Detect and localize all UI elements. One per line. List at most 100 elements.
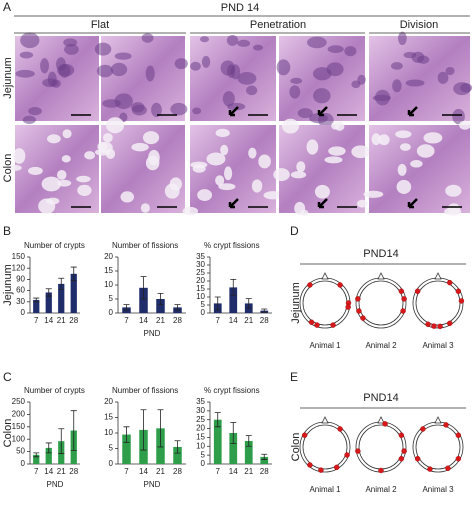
bar — [213, 419, 222, 464]
animal-label: Animal 2 — [365, 485, 397, 494]
cell — [105, 117, 125, 134]
bar — [45, 292, 52, 313]
cell — [102, 133, 113, 143]
fission-site — [308, 319, 315, 325]
orientation-mark — [321, 416, 329, 424]
y-tick-label: 100 — [12, 434, 26, 443]
cell — [399, 143, 411, 151]
y-tick-label: 0 — [109, 308, 114, 317]
fission-site — [398, 432, 405, 438]
crypt-inner — [415, 424, 461, 470]
y-tick-label: 35 — [196, 397, 205, 406]
x-axis-label: PND — [47, 480, 64, 489]
chart-title: Number of fissions — [112, 386, 178, 395]
chart-title: Number of crypts — [24, 241, 85, 250]
micrograph — [15, 36, 99, 121]
y-tick-label: 20 — [196, 424, 205, 433]
cell — [396, 179, 412, 195]
x-tick-label: 21 — [244, 467, 253, 476]
cell — [15, 69, 35, 78]
cell — [110, 62, 128, 77]
cell — [8, 164, 22, 171]
cell — [397, 163, 407, 176]
cell — [57, 63, 75, 77]
x-tick-label: 21 — [156, 467, 165, 476]
crypt-outline — [412, 277, 464, 329]
cell — [197, 189, 213, 201]
x-tick-label: 28 — [260, 316, 269, 325]
x-tick-label: 14 — [44, 467, 53, 476]
cell — [218, 183, 236, 191]
cell — [131, 104, 147, 116]
orientation-mark — [377, 416, 385, 424]
chart-title: Number of fissions — [112, 241, 178, 250]
cell — [215, 128, 230, 138]
bar — [173, 446, 182, 464]
error-bar — [157, 409, 164, 448]
cell — [140, 203, 150, 213]
fission-site — [398, 288, 405, 294]
cell — [169, 177, 182, 191]
cell — [19, 51, 34, 59]
error-bar — [45, 288, 52, 297]
cell — [56, 169, 67, 180]
cell — [363, 190, 384, 198]
cell — [263, 191, 283, 200]
x-tick-label: 14 — [139, 316, 148, 325]
y-tick-label: 20 — [196, 276, 205, 285]
x-tick-label: 21 — [57, 316, 66, 325]
cell — [20, 32, 40, 49]
y-tick-label: 0 — [21, 308, 26, 317]
cell — [190, 61, 201, 71]
y-tick-label: 5 — [201, 450, 206, 459]
cell — [174, 58, 188, 70]
micrograph — [279, 125, 365, 213]
x-tick-label: 14 — [229, 316, 238, 325]
arrow — [228, 198, 239, 209]
error-bar — [58, 428, 65, 454]
chart-title: % crypt fissions — [204, 241, 260, 250]
cell — [327, 45, 344, 53]
y-tick-label: 50 — [16, 447, 25, 456]
cell — [300, 209, 309, 216]
y-tick-label: 10 — [196, 292, 205, 301]
fission-site — [355, 448, 361, 454]
y-tick-label: 15 — [104, 413, 113, 422]
cell — [251, 179, 263, 193]
cell — [246, 85, 258, 96]
fission-site — [431, 323, 437, 329]
error-bar — [123, 426, 130, 443]
y-tick-label: 30 — [16, 297, 25, 306]
cell — [296, 161, 306, 173]
fission-site — [378, 467, 384, 474]
cell — [398, 31, 407, 46]
cell — [403, 51, 417, 59]
y-axis-label: Jejunum — [2, 264, 14, 306]
cell — [222, 91, 235, 107]
bar — [33, 454, 40, 464]
x-tick-label: 21 — [244, 316, 253, 325]
row-label: Colon — [290, 433, 302, 462]
error-bar — [140, 409, 147, 451]
error-bar — [157, 293, 164, 305]
y-tick-label: 15 — [196, 284, 205, 293]
fission-site — [382, 421, 388, 427]
fission-site — [401, 296, 407, 302]
y-tick-label: 30 — [196, 260, 205, 269]
error-bar — [245, 435, 252, 447]
panel-label: C — [3, 370, 12, 384]
fission-site — [318, 467, 324, 473]
fission-site — [414, 456, 421, 462]
cell — [351, 145, 370, 159]
y-tick-label: 150 — [12, 422, 26, 431]
y-tick-label: 15 — [104, 266, 113, 275]
x-tick-label: 14 — [229, 467, 238, 476]
panel-title: PND 14 — [221, 2, 260, 14]
x-tick-label: 7 — [34, 316, 39, 325]
animal-label: Animal 1 — [309, 341, 341, 350]
x-tick-label: 7 — [124, 316, 129, 325]
fission-site — [355, 296, 361, 302]
fission-site — [330, 322, 336, 328]
y-tick-label: 5 — [109, 294, 114, 303]
fission-site — [344, 452, 350, 458]
